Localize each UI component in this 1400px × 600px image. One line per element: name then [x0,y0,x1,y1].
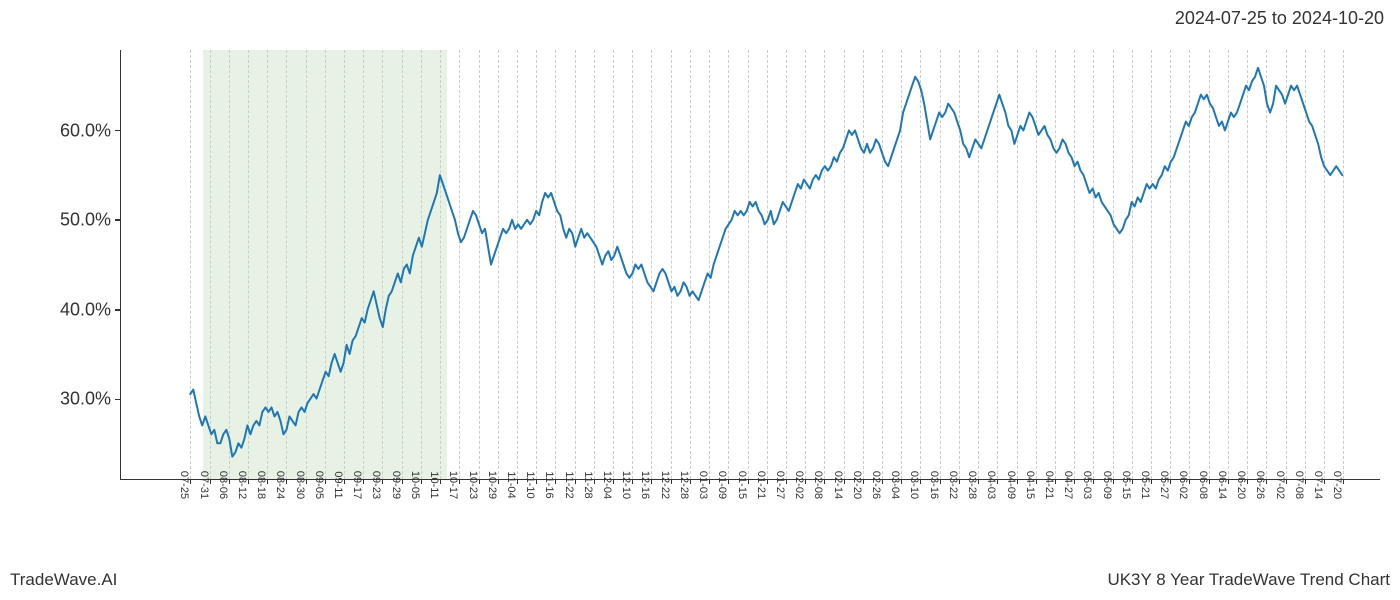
x-tick-mark [1343,479,1344,484]
x-tick-mark [824,479,825,484]
chart-plot-area: 30.0%40.0%50.0%60.0% 07-2507-3108-0608-1… [120,50,1380,480]
x-tick-mark [1151,479,1152,484]
x-tick-mark [440,479,441,484]
x-tick-mark [920,479,921,484]
line-series [121,50,1380,479]
x-tick-mark [1189,479,1190,484]
x-tick-mark [344,479,345,484]
x-tick-mark [1074,479,1075,484]
x-tick-mark [1228,479,1229,484]
x-tick-mark [997,479,998,484]
footer-chart-title: UK3Y 8 Year TradeWave Trend Chart [1107,570,1390,590]
x-tick-mark [267,479,268,484]
x-tick-mark [709,479,710,484]
x-tick-mark [1055,479,1056,484]
x-tick-mark [1266,479,1267,484]
date-range-label: 2024-07-25 to 2024-10-20 [1175,8,1384,29]
y-tick-label: 50.0% [60,210,111,231]
x-tick-mark [459,479,460,484]
x-tick-mark [421,479,422,484]
x-tick-mark [363,479,364,484]
x-tick-mark [632,479,633,484]
x-tick-mark [651,479,652,484]
y-tick-label: 60.0% [60,120,111,141]
x-tick-mark [690,479,691,484]
x-tick-mark [805,479,806,484]
x-tick-mark [555,479,556,484]
x-tick-mark [613,479,614,484]
x-tick-mark [959,479,960,484]
x-tick-mark [978,479,979,484]
x-tick-mark [1324,479,1325,484]
trend-line [190,68,1342,457]
x-tick-mark [1170,479,1171,484]
x-tick-mark [382,479,383,484]
x-tick-mark [786,479,787,484]
x-tick-mark [190,479,191,484]
footer-brand: TradeWave.AI [10,570,117,590]
x-tick-mark [882,479,883,484]
y-tick-label: 30.0% [60,389,111,410]
x-tick-mark [1093,479,1094,484]
x-tick-mark [536,479,537,484]
x-tick-mark [728,479,729,484]
x-tick-mark [1247,479,1248,484]
x-tick-mark [517,479,518,484]
y-tick-label: 40.0% [60,299,111,320]
x-tick-mark [901,479,902,484]
x-tick-mark [248,479,249,484]
x-tick-mark [286,479,287,484]
